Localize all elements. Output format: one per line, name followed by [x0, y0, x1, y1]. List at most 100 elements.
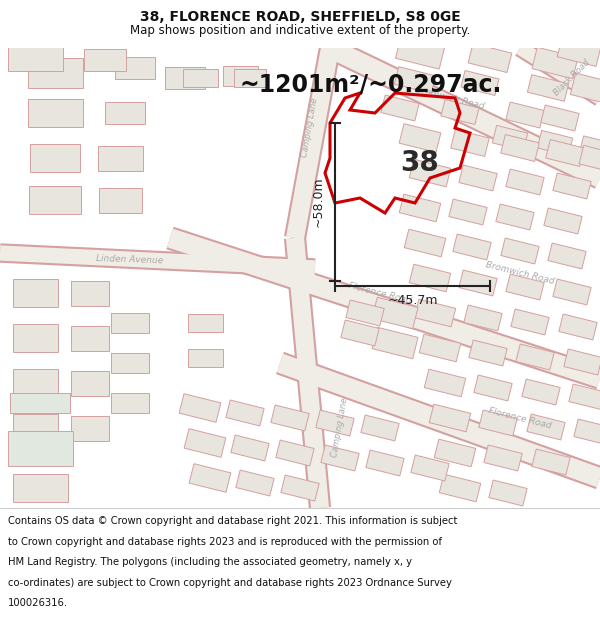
- Polygon shape: [546, 139, 584, 166]
- Polygon shape: [557, 29, 600, 66]
- Polygon shape: [527, 74, 569, 101]
- Polygon shape: [414, 299, 456, 327]
- Polygon shape: [459, 270, 497, 296]
- Text: ~58.0m: ~58.0m: [312, 177, 325, 227]
- Polygon shape: [449, 199, 487, 225]
- Polygon shape: [7, 431, 73, 466]
- Polygon shape: [179, 394, 221, 422]
- Polygon shape: [461, 71, 499, 96]
- Polygon shape: [424, 369, 466, 397]
- Polygon shape: [71, 371, 109, 396]
- Polygon shape: [459, 165, 497, 191]
- Text: 38: 38: [401, 149, 439, 177]
- Polygon shape: [28, 58, 83, 88]
- Polygon shape: [571, 73, 600, 103]
- Polygon shape: [399, 194, 441, 222]
- Text: Camping Lane: Camping Lane: [301, 98, 320, 159]
- Polygon shape: [548, 243, 586, 269]
- Polygon shape: [441, 99, 479, 124]
- Polygon shape: [98, 188, 142, 213]
- Polygon shape: [372, 328, 418, 359]
- Polygon shape: [532, 449, 570, 475]
- Polygon shape: [189, 464, 231, 492]
- Text: Map shows position and indicative extent of the property.: Map shows position and indicative extent…: [130, 24, 470, 38]
- Polygon shape: [492, 126, 528, 151]
- Polygon shape: [84, 49, 126, 71]
- Polygon shape: [7, 46, 62, 71]
- Polygon shape: [372, 298, 418, 329]
- Polygon shape: [506, 274, 544, 300]
- Polygon shape: [434, 439, 476, 467]
- Polygon shape: [13, 369, 58, 397]
- Text: Bromwich Road: Bromwich Road: [415, 85, 485, 111]
- Polygon shape: [468, 44, 512, 72]
- Polygon shape: [451, 129, 489, 156]
- Polygon shape: [574, 419, 600, 445]
- Polygon shape: [30, 144, 80, 172]
- Polygon shape: [234, 69, 266, 87]
- Polygon shape: [553, 279, 591, 305]
- Polygon shape: [187, 349, 223, 367]
- Polygon shape: [394, 67, 436, 93]
- Polygon shape: [115, 57, 155, 79]
- Polygon shape: [553, 173, 591, 199]
- Polygon shape: [522, 379, 560, 405]
- Polygon shape: [409, 159, 451, 187]
- Text: Camping Lane: Camping Lane: [331, 398, 350, 459]
- Polygon shape: [541, 105, 579, 131]
- Polygon shape: [341, 320, 379, 346]
- Polygon shape: [464, 305, 502, 331]
- Polygon shape: [276, 440, 314, 466]
- Polygon shape: [13, 324, 58, 352]
- Polygon shape: [271, 405, 309, 431]
- Polygon shape: [516, 344, 554, 370]
- Polygon shape: [501, 134, 539, 161]
- Polygon shape: [496, 204, 534, 230]
- Text: Florence Road: Florence Road: [347, 281, 412, 305]
- Polygon shape: [281, 475, 319, 501]
- Polygon shape: [10, 393, 70, 413]
- Polygon shape: [544, 208, 582, 234]
- Polygon shape: [28, 99, 83, 127]
- Polygon shape: [395, 37, 445, 69]
- Polygon shape: [419, 334, 461, 362]
- Text: Linden Avenue: Linden Avenue: [97, 254, 164, 266]
- Polygon shape: [506, 169, 544, 195]
- Polygon shape: [489, 480, 527, 506]
- Polygon shape: [111, 353, 149, 373]
- Polygon shape: [527, 414, 565, 440]
- Polygon shape: [501, 238, 539, 264]
- Polygon shape: [13, 474, 67, 502]
- Polygon shape: [469, 340, 507, 366]
- Polygon shape: [484, 445, 522, 471]
- Polygon shape: [13, 279, 58, 307]
- Polygon shape: [29, 186, 81, 214]
- Polygon shape: [223, 66, 257, 86]
- Polygon shape: [569, 384, 600, 410]
- Text: 38, FLORENCE ROAD, SHEFFIELD, S8 0GE: 38, FLORENCE ROAD, SHEFFIELD, S8 0GE: [140, 9, 460, 24]
- Polygon shape: [474, 375, 512, 401]
- Polygon shape: [381, 95, 419, 121]
- Polygon shape: [399, 124, 441, 152]
- Polygon shape: [506, 102, 544, 128]
- Text: HM Land Registry. The polygons (including the associated geometry, namely x, y: HM Land Registry. The polygons (includin…: [8, 557, 412, 567]
- Polygon shape: [226, 400, 264, 426]
- Polygon shape: [564, 349, 600, 375]
- Polygon shape: [429, 404, 471, 432]
- Polygon shape: [453, 234, 491, 260]
- Polygon shape: [404, 229, 446, 257]
- Polygon shape: [479, 410, 517, 436]
- Text: Contains OS data © Crown copyright and database right 2021. This information is : Contains OS data © Crown copyright and d…: [8, 516, 457, 526]
- Polygon shape: [366, 450, 404, 476]
- Text: ~1201m²/~0.297ac.: ~1201m²/~0.297ac.: [240, 73, 502, 97]
- Text: Florence Road: Florence Road: [488, 406, 553, 430]
- Text: co-ordinates) are subject to Crown copyright and database rights 2023 Ordnance S: co-ordinates) are subject to Crown copyr…: [8, 578, 452, 587]
- Polygon shape: [537, 131, 573, 156]
- Polygon shape: [559, 314, 597, 340]
- Polygon shape: [71, 416, 109, 441]
- Text: to Crown copyright and database rights 2023 and is reproduced with the permissio: to Crown copyright and database rights 2…: [8, 537, 442, 547]
- Polygon shape: [346, 300, 384, 326]
- Polygon shape: [105, 102, 145, 124]
- Polygon shape: [411, 455, 449, 481]
- Text: Black Road: Black Road: [552, 58, 592, 98]
